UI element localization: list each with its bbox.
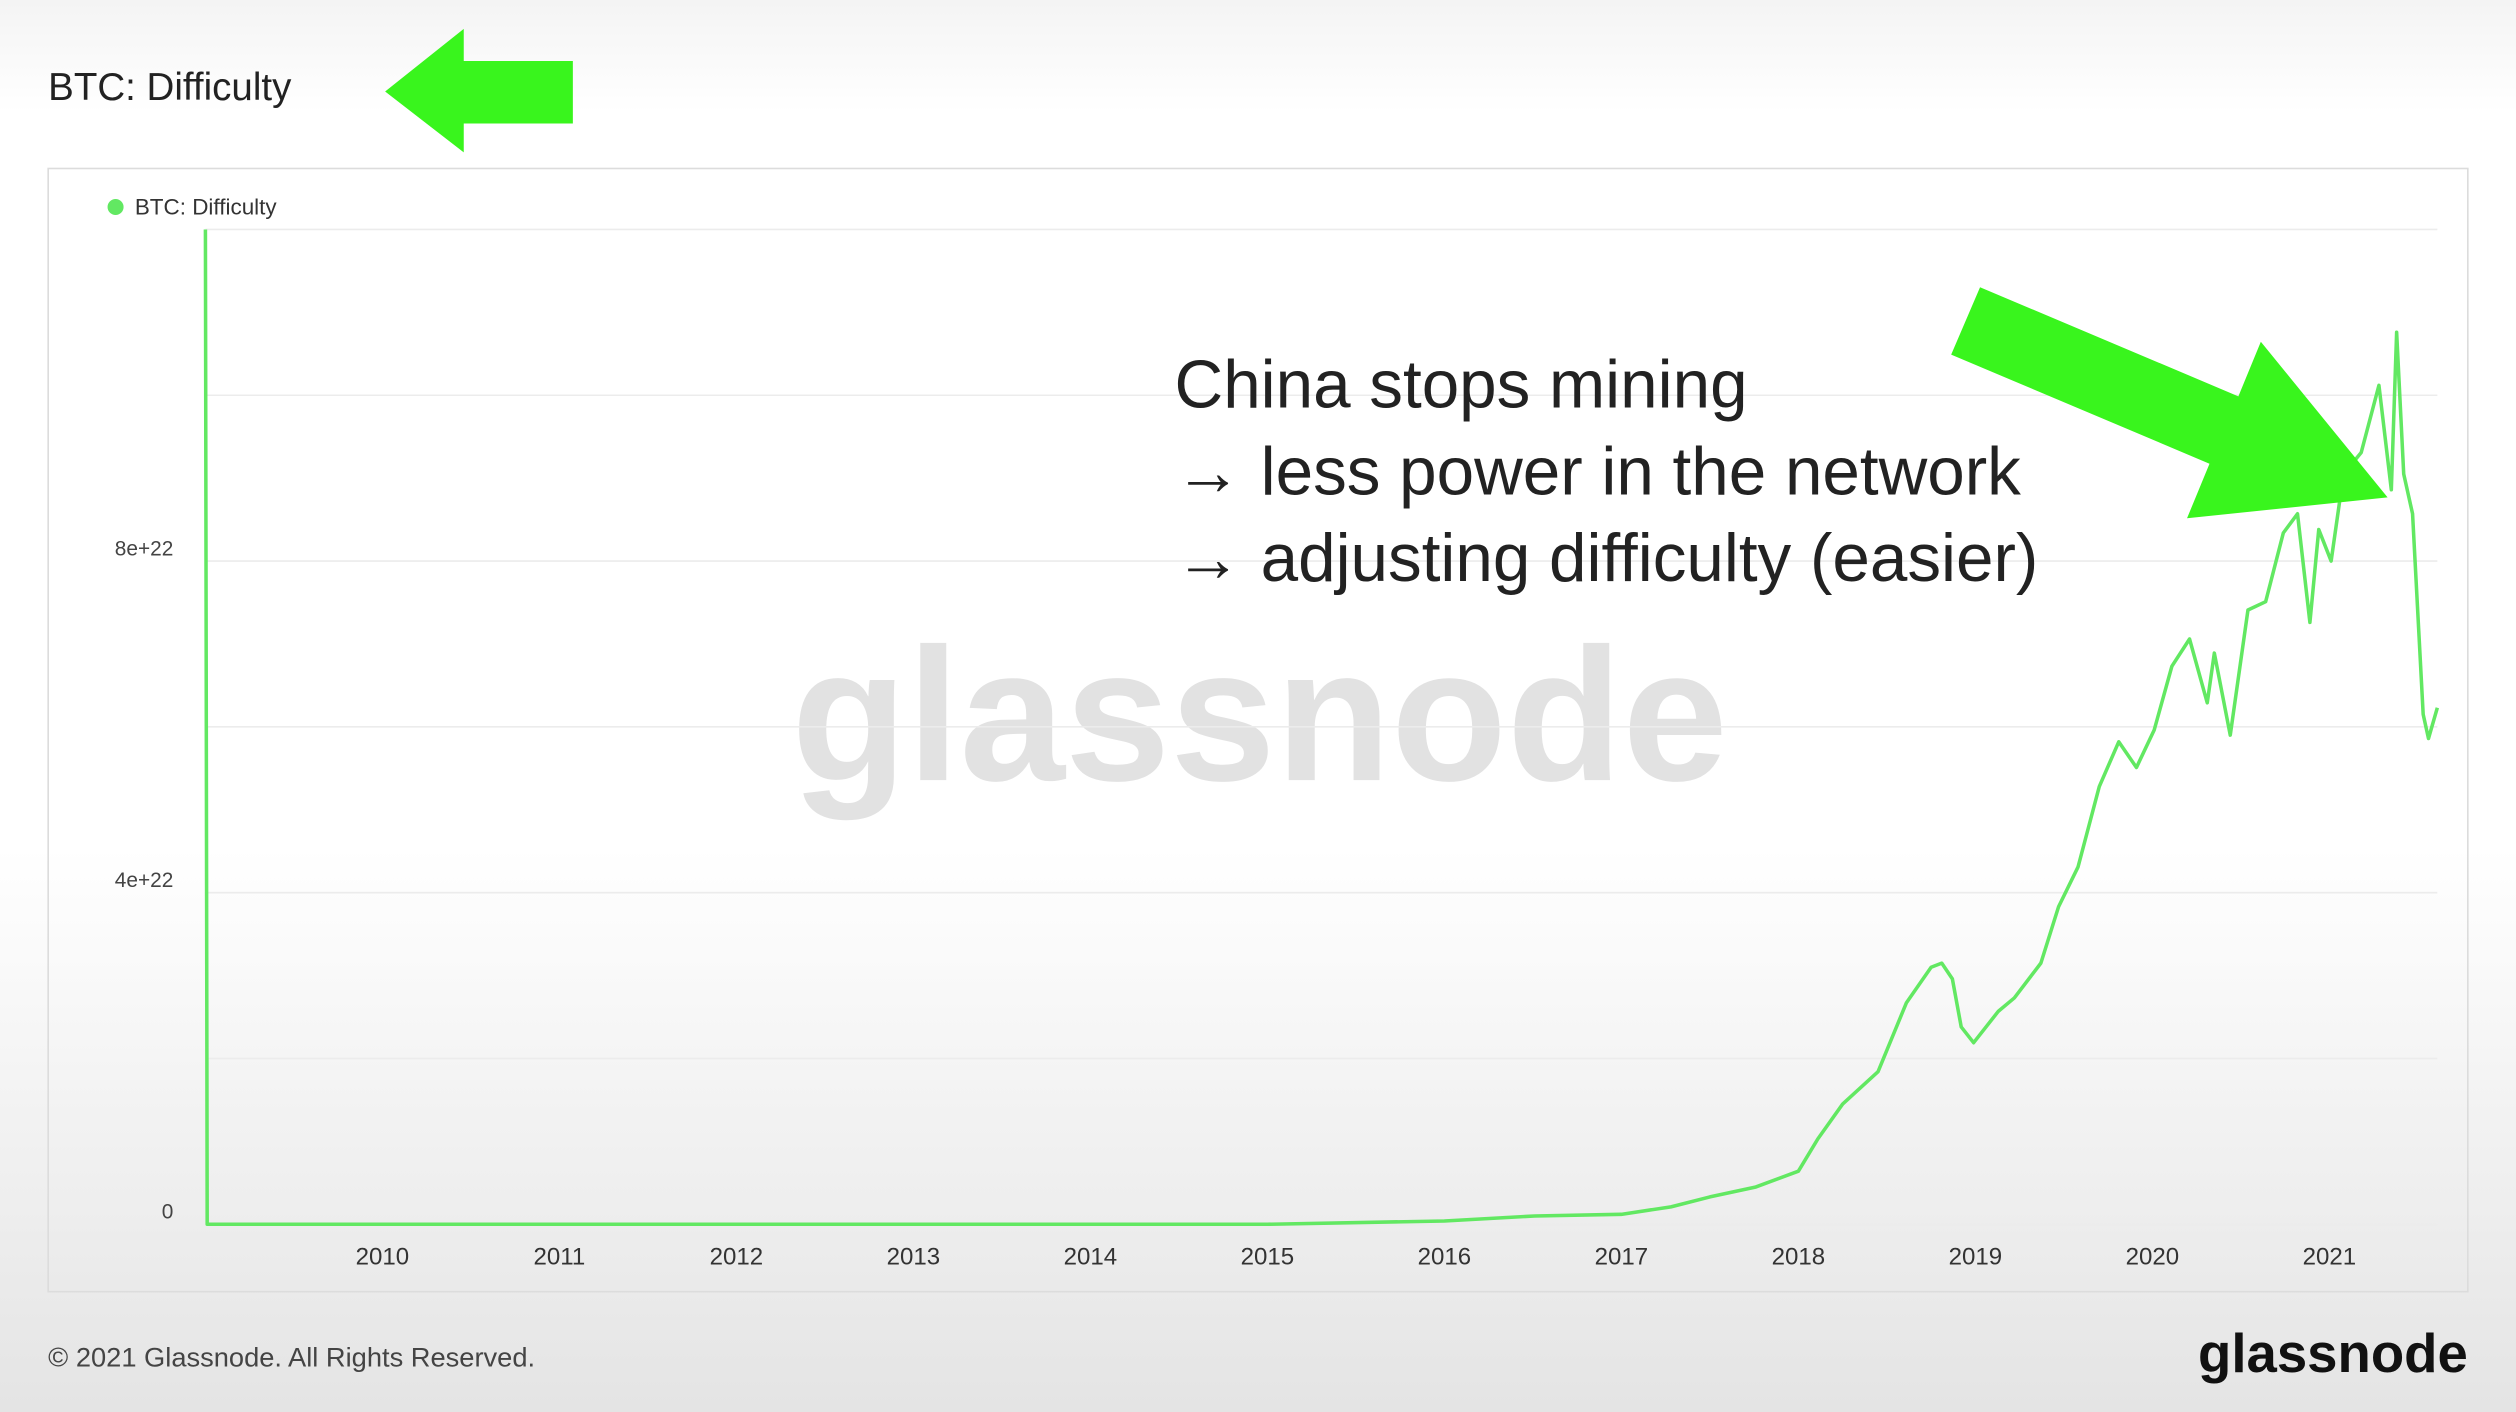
x-tick-label: 2020 <box>2126 1243 2180 1270</box>
y-tick-label: 0 <box>162 1201 174 1224</box>
brand-logo: glassnode <box>2198 1323 2468 1384</box>
y-tick-label: 8e+22 <box>115 537 174 560</box>
y-tick-label: 4e+22 <box>115 869 174 892</box>
legend-label: BTC: Difficulty <box>135 195 278 220</box>
annotation-line: → less power in the network <box>1175 434 2022 509</box>
x-tick-label: 2019 <box>1949 1243 2002 1270</box>
arrow-pointer <box>1951 287 2388 519</box>
annotation: China stops mining → less power in the ne… <box>1175 348 2039 596</box>
x-tick-label: 2017 <box>1595 1243 1649 1270</box>
x-tick-label: 2021 <box>2303 1243 2357 1270</box>
data-line <box>203 229 2440 1227</box>
annotation-line: China stops mining <box>1175 348 1748 423</box>
x-tick-label: 2011 <box>534 1243 586 1270</box>
x-tick-label: 2012 <box>710 1243 764 1270</box>
plot-area: 0 4e+22 8e+22 2010 2011 2012 2013 2014 2015 2016 2… <box>115 228 2440 1270</box>
x-tick-label: 2015 <box>1241 1243 1295 1270</box>
x-tick-label: 2018 <box>1772 1243 1826 1270</box>
x-tick-label: 2014 <box>1064 1243 1118 1270</box>
watermark: glassnode <box>791 610 1727 821</box>
x-tick-label: 2013 <box>887 1243 941 1270</box>
chart-title: BTC: Difficulty <box>48 66 292 109</box>
footer: © 2021 Glassnode. All Rights Reserved. <box>48 1341 535 1372</box>
arrow-pointer <box>385 28 573 153</box>
legend-marker <box>107 198 124 216</box>
chart-frame <box>47 167 2469 1293</box>
x-tick-label: 2016 <box>1418 1243 1472 1270</box>
annotation-line: → adjusting difficulty (easier) <box>1175 521 2039 596</box>
x-tick-label: 2010 <box>356 1243 410 1270</box>
